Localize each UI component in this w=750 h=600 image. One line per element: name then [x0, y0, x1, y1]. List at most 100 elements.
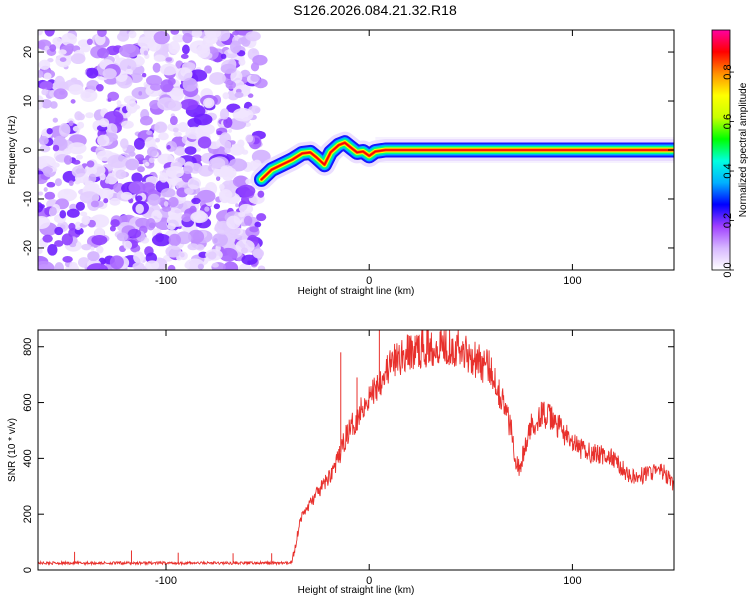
noise-blob	[161, 188, 176, 198]
x-tick-label: 0	[366, 275, 372, 287]
noise-blob	[219, 247, 238, 262]
noise-blob	[99, 118, 110, 128]
noise-blob	[51, 162, 60, 168]
noise-blob	[241, 247, 248, 254]
noise-blob	[86, 38, 93, 46]
noise-blob	[184, 146, 197, 155]
noise-blob	[160, 79, 174, 93]
noise-blob	[232, 107, 254, 122]
noise-blob	[166, 222, 176, 230]
noise-blob	[168, 233, 181, 247]
y-tick-label: 0	[22, 147, 34, 153]
noise-blob	[181, 44, 190, 55]
noise-blob	[234, 92, 244, 99]
noise-blob	[223, 117, 233, 129]
noise-blob	[66, 43, 75, 50]
noise-blob	[165, 245, 182, 258]
noise-blob	[143, 50, 149, 56]
colorbar: 0.0 0.2 0.4 0.6 0.8 Normalized spectral ampl…	[711, 29, 749, 278]
noise-blob	[68, 120, 74, 127]
noise-blob	[131, 172, 143, 183]
noise-blob	[118, 44, 140, 58]
noise-blob	[237, 139, 245, 148]
noise-blob	[222, 92, 230, 100]
noise-blob	[142, 182, 156, 193]
top-xlabel: Height of straight line (km)	[298, 286, 415, 297]
noise-blob	[127, 228, 142, 239]
noise-blob	[116, 232, 129, 242]
noise-blob	[146, 146, 158, 158]
noise-blob	[135, 195, 143, 202]
noise-blob	[241, 254, 258, 266]
snr-axes: -100 0 100 0 200 400 600 800	[22, 330, 674, 587]
noise-blob	[181, 213, 192, 222]
noise-blob	[170, 30, 180, 35]
noise-blob	[197, 136, 212, 149]
noise-blob	[172, 127, 179, 133]
noise-blob	[54, 226, 64, 236]
spectrogram-noise	[38, 30, 271, 270]
noise-blob	[128, 151, 136, 157]
noise-blob	[79, 191, 100, 204]
noise-blob	[145, 217, 156, 231]
noise-blob	[219, 189, 233, 200]
spectrogram-frame	[37, 29, 675, 271]
noise-blob	[257, 265, 266, 270]
noise-blob	[46, 181, 56, 188]
noise-blob	[167, 264, 176, 270]
noise-blob	[163, 200, 169, 207]
y-tick-label: 400	[22, 449, 34, 467]
noise-blob	[237, 37, 248, 45]
snr-panel: -100 0 100 0 200 400 600 800	[22, 329, 675, 587]
noise-blob	[152, 62, 161, 73]
noise-blob	[226, 215, 241, 230]
noise-blob	[245, 31, 261, 42]
noise-blob	[211, 262, 219, 268]
noise-blob	[180, 98, 199, 111]
noise-blob	[81, 243, 92, 251]
noise-blob	[247, 93, 254, 98]
noise-blob	[69, 261, 78, 270]
noise-blob	[135, 154, 145, 161]
noise-blob	[180, 252, 185, 258]
x-tick-label: 100	[563, 275, 581, 287]
colorbar-tick-label: 0.4	[722, 163, 734, 178]
noise-blob	[216, 130, 223, 136]
noise-blob	[46, 127, 53, 135]
noise-blob	[88, 167, 98, 175]
colorbar-tick-label: 0.2	[722, 213, 734, 228]
noise-blob	[252, 159, 262, 168]
noise-blob	[237, 184, 256, 198]
noise-blob	[38, 30, 43, 36]
noise-blob	[204, 206, 210, 212]
noise-blob	[187, 177, 201, 190]
noise-blob	[209, 72, 226, 85]
noise-blob	[107, 91, 120, 101]
noise-blob	[228, 128, 233, 133]
y-tick-label: -20	[22, 240, 34, 256]
noise-blob	[254, 221, 262, 228]
noise-blob	[68, 84, 84, 95]
noise-blob	[157, 153, 175, 165]
noise-blob	[137, 36, 156, 49]
noise-blob	[165, 165, 185, 179]
noise-blob	[249, 226, 259, 233]
noise-blob	[144, 136, 156, 149]
noise-blob	[75, 154, 83, 160]
noise-blob	[75, 201, 85, 211]
noise-blob	[44, 191, 56, 200]
noise-blob	[185, 126, 204, 140]
noise-blob	[235, 239, 255, 254]
noise-blob	[128, 30, 137, 39]
noise-blob	[109, 255, 124, 270]
noise-blob	[187, 243, 199, 251]
noise-blob	[66, 208, 80, 218]
noise-blob	[97, 30, 107, 38]
colorbar-ticks: 0.0 0.2 0.4 0.6 0.8	[722, 64, 734, 278]
noise-blob	[38, 70, 44, 78]
noise-blob	[38, 99, 43, 110]
colorbar-label: Normalized spectral amplitude	[738, 82, 749, 217]
noise-blob	[63, 155, 73, 165]
noise-blob	[195, 244, 205, 251]
noise-blob	[39, 144, 51, 153]
